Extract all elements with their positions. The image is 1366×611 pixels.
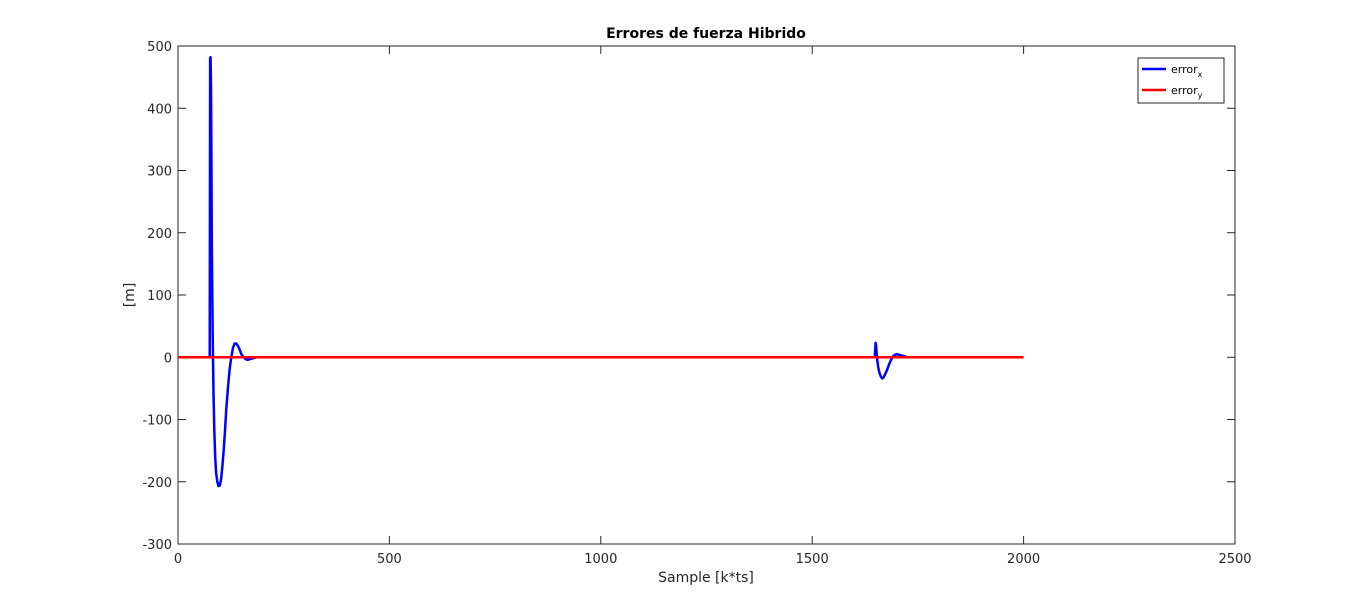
y-tick-label: 500 [147,40,172,55]
x-tick-label: 2000 [1007,552,1040,567]
y-tick-label: -300 [142,538,172,553]
y-tick-label: 0 [164,351,172,366]
x-axis: 0 500 1000 1500 2000 2500 [174,46,1252,567]
y-tick-label: 300 [147,165,172,180]
x-tick-label: 0 [174,552,182,567]
legend-label-error-y: errory [1171,84,1203,100]
x-tick-label: 1000 [584,552,617,567]
y-tick-label: 100 [147,289,172,304]
y-tick-label: -200 [142,476,172,491]
plot-area [177,45,1236,545]
x-tick-label: 2500 [1218,552,1251,567]
x-tick-label: 500 [377,552,402,567]
y-tick-label: -100 [142,414,172,429]
chart-title: Errores de fuerza Hibrido [606,26,806,42]
legend-box [1137,57,1225,104]
legend-label-error-x: errorx [1171,63,1203,79]
y-axis: -300 -200 -100 0 100 200 300 400 500 [142,40,1235,553]
x-tick-label: 1500 [796,552,829,567]
series-layer [178,55,1024,488]
y-tick-label: 400 [147,102,172,117]
y-axis-label: [m] [122,283,138,308]
x-axis-label: Sample [k*ts] [658,570,754,586]
y-tick-label: 200 [147,227,172,242]
legend: errorx errory [1137,57,1225,104]
